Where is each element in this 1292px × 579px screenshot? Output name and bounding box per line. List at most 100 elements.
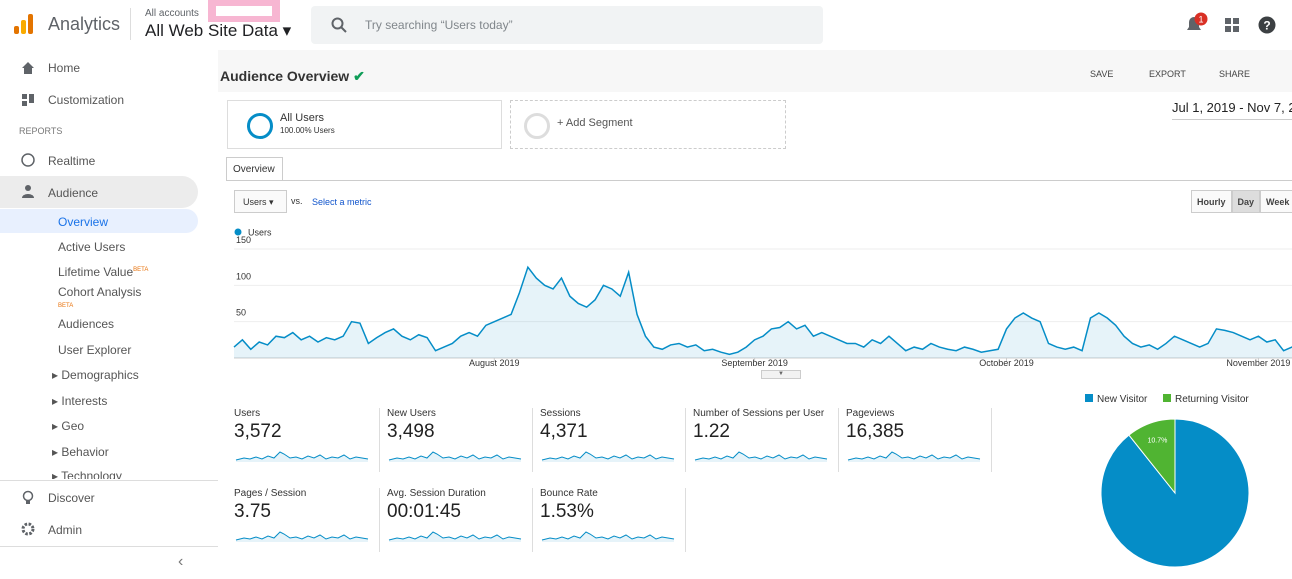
- nav-item[interactable]: Home: [48, 61, 81, 75]
- metric-tile[interactable]: Avg. Session Duration 00:01:45: [383, 488, 533, 552]
- pie-slice: [1128, 418, 1176, 495]
- brand: Analytics: [48, 14, 121, 34]
- search-box[interactable]: Try searching “Users today”: [311, 6, 823, 44]
- nav-subitem[interactable]: Audiences: [58, 317, 115, 331]
- nav-subitem[interactable]: Cohort Analysis BETA: [58, 285, 142, 309]
- sparkline: [388, 451, 522, 462]
- line-chart: 50 100 150 August 2019 September 2019 October…: [233, 228, 1292, 368]
- metric-tile[interactable]: Sessions 4,371: [536, 408, 686, 472]
- active-item-bg: [0, 209, 198, 233]
- divider: [226, 180, 1292, 181]
- nav-subitem[interactable]: ▸ Interests: [52, 394, 108, 408]
- sparkline: [541, 531, 675, 542]
- select-metric[interactable]: Select a metric: [312, 197, 372, 207]
- vs: vs.: [291, 196, 303, 206]
- nav-subitem[interactable]: ▸ Behavior: [52, 445, 109, 459]
- action[interactable]: EXPORT: [1149, 69, 1186, 79]
- logo: [14, 14, 33, 34]
- metric-label: Avg. Session Duration: [387, 488, 486, 499]
- nav-item[interactable]: Realtime: [48, 154, 96, 168]
- divider: [0, 480, 218, 481]
- granularity-button[interactable]: Week: [1260, 190, 1292, 213]
- property-selector[interactable]: All Web Site Data ▾: [145, 21, 292, 40]
- metric-label: Sessions: [540, 408, 581, 419]
- metric-select[interactable]: Users ▾: [234, 190, 287, 213]
- metric-value: 4,371: [540, 421, 588, 442]
- legend-label: New Visitor: [1097, 394, 1148, 405]
- granularity: Hourly Day Week: [1191, 190, 1292, 213]
- metric-label: Bounce Rate: [540, 488, 598, 499]
- page-title: Audience Overview ✔: [220, 68, 365, 84]
- collapse[interactable]: ‹: [178, 553, 184, 570]
- sparkline: [235, 531, 369, 542]
- active-group: [0, 176, 198, 208]
- metric-value: 1.22: [693, 421, 730, 442]
- nav-subitem[interactable]: Active Users: [58, 240, 126, 254]
- metric-tile[interactable]: Number of Sessions per User 1.22: [689, 408, 839, 472]
- nav-subitem[interactable]: Overview: [58, 215, 109, 229]
- date-range[interactable]: Jul 1, 2019 - Nov 7, 2: [1172, 100, 1292, 120]
- nav-subitem[interactable]: ▸ Geo: [52, 419, 85, 433]
- y-tick-label: 50: [236, 308, 246, 318]
- metric-tile[interactable]: Bounce Rate 1.53%: [536, 488, 686, 552]
- notifications[interactable]: 1: [1184, 12, 1210, 36]
- redaction: [208, 0, 280, 22]
- search-icon: [331, 17, 347, 33]
- nav-subitem[interactable]: ▸ Technology: [52, 469, 122, 479]
- nav-item[interactable]: Audience: [48, 186, 99, 200]
- nav-item[interactable]: Discover: [48, 491, 95, 505]
- nav-item[interactable]: Admin: [48, 523, 83, 537]
- legend-label: Returning Visitor: [1175, 394, 1249, 405]
- segment-detail: 100.00% Users: [280, 126, 335, 135]
- tab[interactable]: Overview: [226, 157, 283, 181]
- metric-value: 3,498: [387, 421, 435, 442]
- help-icon[interactable]: ?: [1258, 16, 1276, 34]
- granularity-button[interactable]: Day: [1231, 190, 1261, 213]
- legend-swatch: [1085, 394, 1093, 402]
- action[interactable]: SHARE: [1219, 69, 1251, 79]
- notification-count: 1: [1198, 15, 1203, 25]
- metric-value: 00:01:45: [387, 501, 461, 522]
- sparkline: [388, 531, 522, 542]
- sparkline: [694, 451, 828, 462]
- metric-label: New Users: [387, 408, 436, 419]
- svg-text:?: ?: [1263, 19, 1270, 33]
- chart-toggle[interactable]: ▼: [761, 370, 801, 379]
- nav-subitem[interactable]: ▸ Demographics: [52, 368, 139, 382]
- granularity-button[interactable]: Hourly: [1191, 190, 1232, 213]
- action[interactable]: SAVE: [1090, 69, 1114, 79]
- metric-tile[interactable]: Users 3,572: [230, 408, 380, 472]
- metric-label: Users: [234, 408, 261, 419]
- x-tick-label: October 2019: [979, 358, 1034, 368]
- area: [234, 267, 1292, 358]
- divider: [130, 8, 131, 40]
- metric-value: 16,385: [846, 421, 905, 442]
- pie-label: 10.7%: [1147, 438, 1167, 445]
- x-tick-label: August 2019: [469, 358, 520, 368]
- x-tick-label: September 2019: [721, 358, 788, 368]
- metric-label: Pages / Session: [234, 488, 307, 499]
- metric-value: 3,572: [234, 421, 282, 442]
- segment[interactable]: All Users 100.00% Users: [227, 100, 502, 149]
- pie-chart: New Visitor Returning Visitor 89.3% 10.7%: [1085, 394, 1250, 575]
- nav-item[interactable]: Customization: [48, 93, 125, 107]
- nav-icons: [21, 62, 35, 198]
- metric-tile[interactable]: Pageviews 16,385: [842, 408, 992, 472]
- sparkline: [541, 451, 675, 462]
- sparkline: [847, 451, 981, 462]
- metric-tile[interactable]: Pages / Session 3.75: [230, 488, 380, 552]
- nav-subitem[interactable]: User Explorer: [58, 343, 132, 357]
- metric-tile[interactable]: New Users 3,498: [383, 408, 533, 472]
- section-label: REPORTS: [19, 126, 63, 136]
- nav-icons: [21, 490, 35, 536]
- breadcrumb[interactable]: All accounts: [145, 8, 199, 19]
- segment-name: All Users: [280, 112, 325, 124]
- divider: [0, 546, 218, 547]
- add-segment[interactable]: + Add Segment: [510, 100, 786, 149]
- apps-icon[interactable]: [1225, 18, 1239, 32]
- x-tick-label: November 2019: [1226, 358, 1290, 368]
- nav-subitem[interactable]: Lifetime ValueBETA: [58, 265, 149, 279]
- legend-label: Users: [248, 228, 272, 238]
- legend-swatch: [234, 228, 242, 236]
- legend-swatch: [1163, 394, 1171, 402]
